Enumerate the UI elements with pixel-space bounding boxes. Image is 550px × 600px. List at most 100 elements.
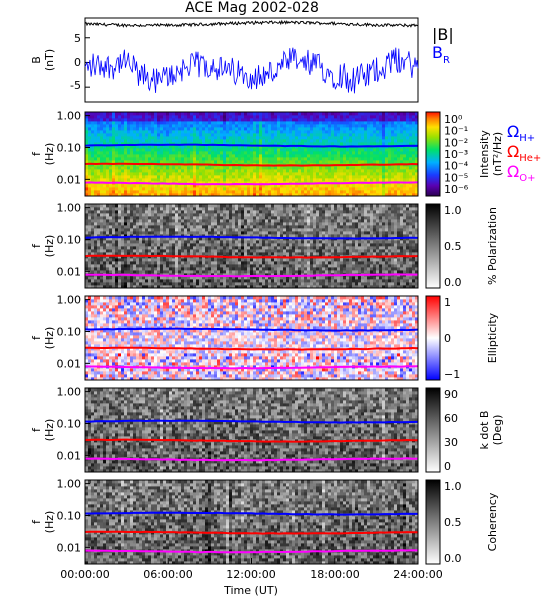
heatmap-cell	[307, 127, 311, 131]
heatmap-cell	[196, 139, 200, 143]
heatmap-cell	[214, 207, 218, 211]
heatmap-cell	[316, 187, 320, 191]
heatmap-cell	[238, 118, 242, 122]
heatmap-cell	[223, 231, 227, 235]
heatmap-cell	[265, 190, 269, 194]
heatmap-cell	[352, 115, 356, 119]
heatmap-cell	[112, 276, 116, 280]
heatmap-cell	[94, 148, 98, 152]
heatmap-cell	[337, 172, 341, 176]
heatmap-cell	[394, 175, 398, 179]
heatmap-cell	[262, 121, 266, 125]
heatmap-cell	[202, 285, 206, 289]
heatmap-cell	[151, 210, 155, 214]
heatmap-cell	[121, 160, 125, 164]
heatmap-cell	[127, 252, 131, 256]
heatmap-cell	[196, 181, 200, 185]
heatmap-cell	[223, 243, 227, 247]
heatmap-cell	[226, 136, 230, 140]
heatmap-cell	[373, 115, 377, 119]
heatmap-cell	[370, 130, 374, 134]
heatmap-cell	[115, 115, 119, 119]
heatmap-cell	[259, 216, 263, 220]
heatmap-cell	[202, 130, 206, 134]
heatmap-cell	[145, 139, 149, 143]
heatmap-cell	[286, 127, 290, 131]
heatmap-cell	[331, 193, 335, 197]
heatmap-cell	[106, 169, 110, 173]
heatmap-cell	[196, 258, 200, 262]
heatmap-cell	[217, 127, 221, 131]
heatmap-cell	[205, 240, 209, 244]
heatmap-cell	[244, 279, 248, 283]
heatmap-cell	[232, 172, 236, 176]
heatmap-cell	[208, 184, 212, 188]
heatmap-cell	[226, 154, 230, 158]
heatmap-cell	[169, 121, 173, 125]
heatmap-cell	[247, 190, 251, 194]
heatmap-cell	[97, 151, 101, 155]
heatmap-cell	[166, 118, 170, 122]
heatmap-cell	[235, 151, 239, 155]
heatmap-cell	[262, 243, 266, 247]
heatmap-cell	[298, 193, 302, 197]
heatmap-cell	[226, 225, 230, 229]
heatmap-cell	[154, 267, 158, 271]
heatmap-cell	[220, 172, 224, 176]
heatmap-cell	[394, 184, 398, 188]
heatmap-cell	[211, 225, 215, 229]
heatmap-cell	[196, 175, 200, 179]
heatmap-cell	[259, 178, 263, 182]
heatmap-cell	[238, 210, 242, 214]
heatmap-cell	[265, 282, 269, 286]
heatmap-cell	[211, 234, 215, 238]
heatmap-cell	[94, 157, 98, 161]
heatmap-cell	[103, 178, 107, 182]
heatmap-cell	[118, 219, 122, 223]
heatmap-cell	[190, 210, 194, 214]
heatmap-cell	[262, 225, 266, 229]
heatmap-cell	[226, 181, 230, 185]
heatmap-cell	[223, 252, 227, 256]
heatmap-cell	[280, 166, 284, 170]
heatmap-cell	[148, 154, 152, 158]
heatmap-cell	[241, 282, 245, 286]
heatmap-cell	[382, 121, 386, 125]
heatmap-cell	[409, 148, 413, 152]
heatmap-cell	[304, 130, 308, 134]
heatmap-cell	[244, 210, 248, 214]
heatmap-cell	[307, 178, 311, 182]
heatmap-cell	[232, 270, 236, 274]
heatmap-cell	[139, 204, 143, 208]
heatmap-cell	[301, 112, 305, 116]
heatmap-cell	[394, 169, 398, 173]
heatmap-cell	[385, 160, 389, 164]
heatmap-cell	[169, 249, 173, 253]
heatmap-cell	[139, 157, 143, 161]
heatmap-cell	[301, 133, 305, 137]
heatmap-cell	[178, 115, 182, 119]
heatmap-cell	[172, 258, 176, 262]
heatmap-cell	[85, 169, 89, 173]
heatmap-cell	[238, 139, 242, 143]
heatmap-cell	[94, 243, 98, 247]
heatmap-cell	[121, 216, 125, 220]
heatmap-cell	[322, 160, 326, 164]
heatmap-cell	[142, 210, 146, 214]
heatmap-cell	[250, 267, 254, 271]
heatmap-cell	[280, 169, 284, 173]
heatmap-cell	[403, 157, 407, 161]
heatmap-cell	[223, 210, 227, 214]
heatmap-cell	[256, 282, 260, 286]
heatmap-cell	[391, 175, 395, 179]
heatmap-cell	[337, 160, 341, 164]
heatmap-cell	[244, 276, 248, 280]
heatmap-cell	[259, 124, 263, 128]
heatmap-cell	[271, 154, 275, 158]
heatmap-cell	[205, 151, 209, 155]
heatmap-cell	[172, 187, 176, 191]
heatmap-cell	[157, 130, 161, 134]
heatmap-cell	[316, 175, 320, 179]
heatmap-cell	[136, 169, 140, 173]
heatmap-cell	[319, 136, 323, 140]
